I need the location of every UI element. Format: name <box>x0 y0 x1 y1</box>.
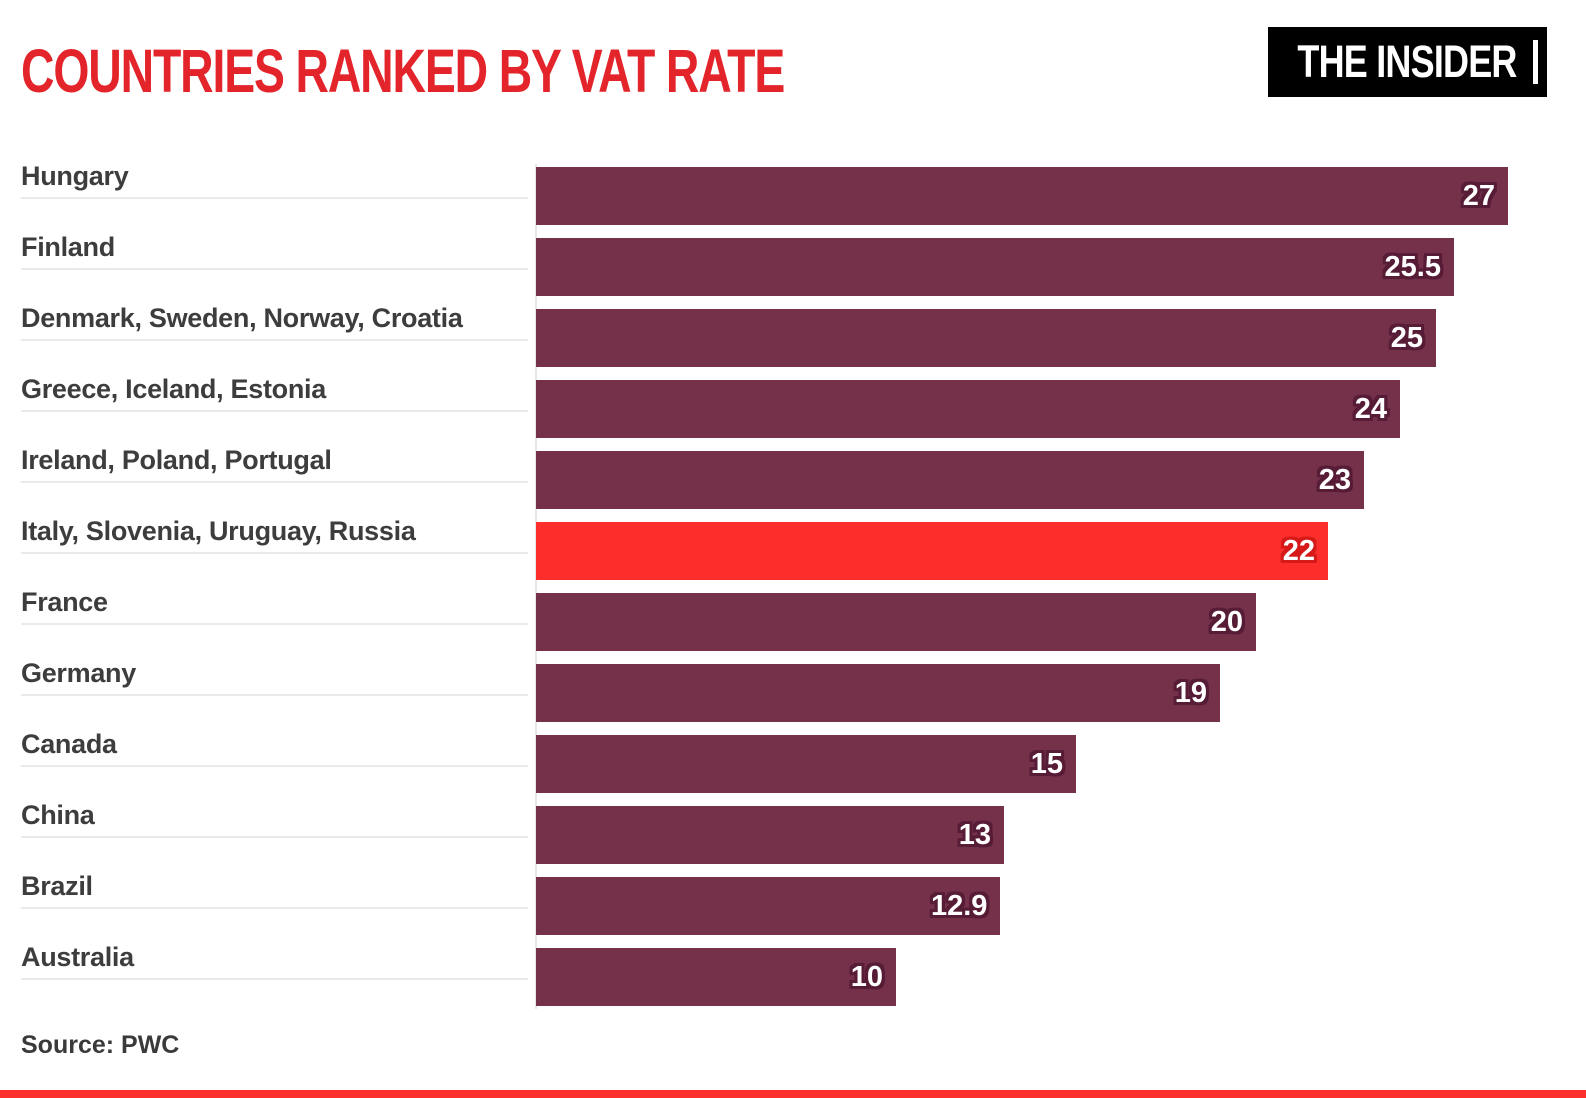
category-label-cell: Finland <box>21 232 528 270</box>
bar: 24 <box>536 380 1400 438</box>
bar: 25 <box>536 309 1436 367</box>
bar: 12.9 <box>536 877 1001 935</box>
category-label: China <box>21 800 95 830</box>
bar: 10 <box>536 948 896 1006</box>
bottom-accent-strip <box>0 1090 1586 1098</box>
category-label: Hungary <box>21 161 129 191</box>
bar: 15 <box>536 735 1076 793</box>
value-label: 23 <box>1318 463 1351 496</box>
bar-chart: Hungary 27 Finland 25.5 Denmark, Sweden, Nor… <box>21 161 1565 1019</box>
bar: 25.5 <box>536 238 1454 296</box>
value-label: 27 <box>1462 179 1495 212</box>
chart-row: France 20 <box>21 587 1565 664</box>
bar: 27 <box>536 167 1508 225</box>
value-label: 19 <box>1174 676 1207 709</box>
chart-row: Hungary 27 <box>21 161 1565 238</box>
category-label-cell: Hungary <box>21 161 528 199</box>
value-label: 20 <box>1210 605 1243 638</box>
logo-text: THE INSIDER <box>1297 36 1518 87</box>
category-label-cell: Germany <box>21 658 528 696</box>
chart-row: Italy, Slovenia, Uruguay, Russia 22 <box>21 516 1565 593</box>
bar: 23 <box>536 451 1364 509</box>
chart-row: Greece, Iceland, Estonia 24 <box>21 374 1565 451</box>
bar: 13 <box>536 806 1004 864</box>
source-credit: Source: PWC <box>21 1031 180 1059</box>
value-label: 25 <box>1390 321 1423 354</box>
chart-row: Ireland, Poland, Portugal 23 <box>21 445 1565 522</box>
chart-row: China 13 <box>21 800 1565 877</box>
category-label-cell: France <box>21 587 528 625</box>
value-label: 13 <box>958 818 991 851</box>
chart-row: Germany 19 <box>21 658 1565 735</box>
category-label: Brazil <box>21 871 93 901</box>
category-label-cell: Australia <box>21 942 528 980</box>
chart-row: Canada 15 <box>21 729 1565 806</box>
category-label: Australia <box>21 942 134 972</box>
the-insider-logo: THE INSIDER <box>1268 27 1547 97</box>
value-label: 22 <box>1282 534 1315 567</box>
chart-row: Brazil 12.9 <box>21 871 1565 948</box>
value-label: 25.5 <box>1384 250 1441 283</box>
chart-row: Australia 10 <box>21 942 1565 1019</box>
logo-cursor-bar <box>1533 40 1538 84</box>
category-label-cell: China <box>21 800 528 838</box>
bar-highlighted: 22 <box>536 522 1328 580</box>
category-label-cell: Canada <box>21 729 528 767</box>
bar: 19 <box>536 664 1220 722</box>
category-label: Ireland, Poland, Portugal <box>21 445 332 475</box>
category-label: France <box>21 587 108 617</box>
category-label-cell: Greece, Iceland, Estonia <box>21 374 528 412</box>
value-label: 15 <box>1030 747 1063 780</box>
category-label-cell: Denmark, Sweden, Norway, Croatia <box>21 303 528 341</box>
category-label: Canada <box>21 729 117 759</box>
value-label: 24 <box>1354 392 1387 425</box>
chart-axis-line <box>535 164 537 1009</box>
page-title: COUNTRIES RANKED BY VAT RATE <box>21 37 785 105</box>
category-label-cell: Italy, Slovenia, Uruguay, Russia <box>21 516 528 554</box>
category-label-cell: Ireland, Poland, Portugal <box>21 445 528 483</box>
category-label: Greece, Iceland, Estonia <box>21 374 326 404</box>
value-label: 12.9 <box>930 889 988 922</box>
value-label: 10 <box>850 960 883 993</box>
chart-row: Denmark, Sweden, Norway, Croatia 25 <box>21 303 1565 380</box>
category-label: Germany <box>21 658 136 688</box>
category-label: Denmark, Sweden, Norway, Croatia <box>21 303 463 333</box>
bar: 20 <box>536 593 1256 651</box>
chart-row: Finland 25.5 <box>21 232 1565 309</box>
category-label-cell: Brazil <box>21 871 528 909</box>
category-label: Italy, Slovenia, Uruguay, Russia <box>21 516 416 546</box>
category-label: Finland <box>21 232 115 262</box>
